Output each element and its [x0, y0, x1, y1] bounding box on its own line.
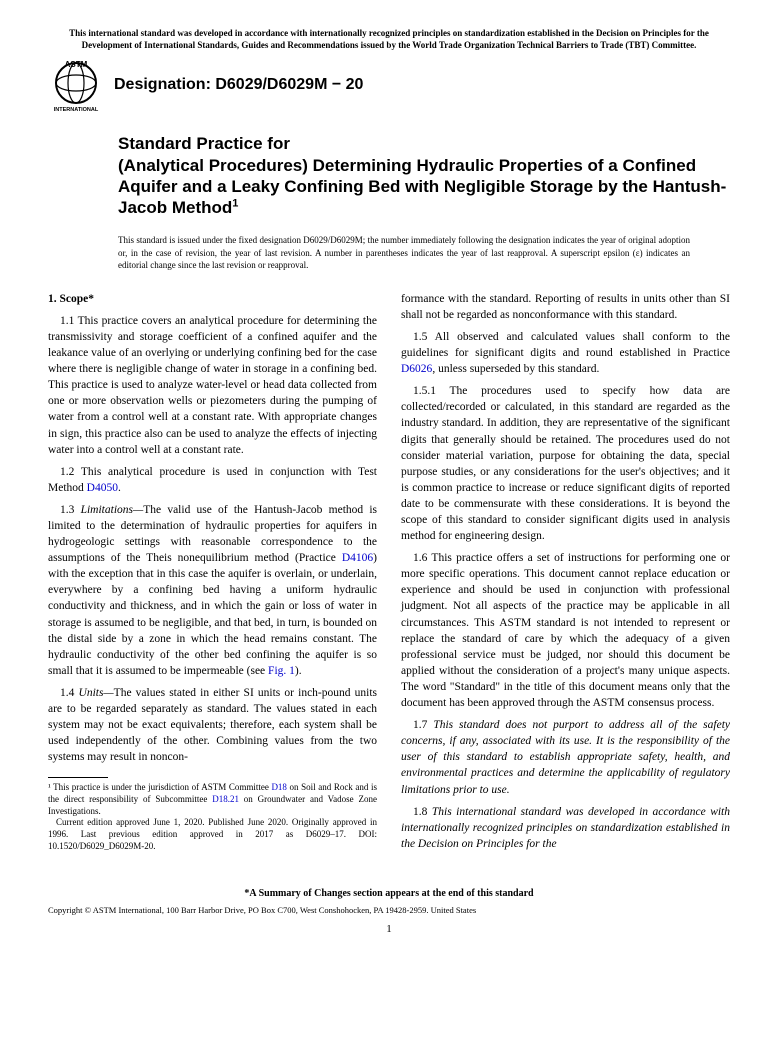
right-column: formance with the standard. Reporting of… [401, 291, 730, 858]
para-1-2-text-b: . [118, 482, 121, 494]
astm-logo: ASTM INTERNATIONAL [48, 57, 104, 113]
summary-of-changes-note: *A Summary of Changes section appears at… [48, 888, 730, 899]
footnote-divider [48, 777, 108, 778]
para-1-6: 1.6 This practice offers a set of instru… [401, 550, 730, 711]
footnote-1a: ¹ This practice is under the jurisdictio… [48, 782, 271, 792]
title-line1: Standard Practice for [118, 134, 290, 153]
link-d4050[interactable]: D4050 [87, 482, 118, 494]
para-1-3-text-c: ) with the exception that in this case t… [48, 552, 377, 677]
copyright-notice: Copyright © ASTM International, 100 Barr… [48, 905, 730, 915]
para-1-3-label: Limitations— [81, 504, 144, 516]
para-1-8-text: This international standard was develope… [401, 806, 730, 850]
para-1-5-text-b: , unless superseded by this standard. [432, 363, 599, 375]
title-block: Standard Practice for (Analytical Proced… [118, 133, 730, 218]
header-row: ASTM INTERNATIONAL Designation: D6029/D6… [48, 57, 730, 113]
title-footnote-ref: 1 [232, 197, 238, 209]
para-1-3-text-d: ). [295, 665, 302, 677]
body-columns: 1. Scope* 1.1 This practice covers an an… [48, 291, 730, 858]
para-1-8-num: 1.8 [413, 806, 432, 818]
page-container: This international standard was develope… [0, 0, 778, 955]
link-fig1[interactable]: Fig. 1 [268, 665, 295, 677]
para-1-8: 1.8 This international standard was deve… [401, 804, 730, 852]
footnote-1: ¹ This practice is under the jurisdictio… [48, 782, 377, 817]
left-column: 1. Scope* 1.1 This practice covers an an… [48, 291, 377, 858]
footnote-2: Current edition approved June 1, 2020. P… [48, 817, 377, 852]
para-1-5-text-a: 1.5 All observed and calculated values s… [401, 331, 730, 359]
title-line2: (Analytical Procedures) Determining Hydr… [118, 156, 726, 218]
para-1-4-num: 1.4 [60, 687, 79, 699]
tbt-notice: This international standard was develope… [48, 28, 730, 51]
link-d18[interactable]: D18 [271, 782, 287, 792]
para-1-2: 1.2 This analytical procedure is used in… [48, 464, 377, 496]
para-1-7-num: 1.7 [413, 719, 433, 731]
para-1-5-1: 1.5.1 The procedures used to specify how… [401, 383, 730, 544]
issuance-note: This standard is issued under the fixed … [118, 234, 730, 270]
standard-title: Standard Practice for (Analytical Proced… [118, 133, 730, 218]
scope-heading: 1. Scope* [48, 291, 377, 307]
para-1-3: 1.3 Limitations—The valid use of the Han… [48, 502, 377, 679]
para-1-3-num: 1.3 [60, 504, 81, 516]
para-1-5: 1.5 All observed and calculated values s… [401, 329, 730, 377]
designation-text: Designation: D6029/D6029M − 20 [114, 76, 363, 94]
para-1-4-start: 1.4 Units—The values stated in either SI… [48, 685, 377, 765]
link-d4106[interactable]: D4106 [342, 552, 373, 564]
para-1-7-text: This standard does not purport to addres… [401, 719, 730, 795]
logo-top-text: ASTM [65, 60, 88, 69]
logo-bottom-text: INTERNATIONAL [54, 107, 99, 113]
para-1-4-cont: formance with the standard. Reporting of… [401, 291, 730, 323]
para-1-4-label: Units— [79, 687, 114, 699]
page-number: 1 [48, 923, 730, 935]
link-d6026[interactable]: D6026 [401, 363, 432, 375]
link-d18-21[interactable]: D18.21 [212, 794, 239, 804]
para-1-7: 1.7 This standard does not purport to ad… [401, 717, 730, 797]
para-1-1: 1.1 This practice covers an analytical p… [48, 313, 377, 458]
